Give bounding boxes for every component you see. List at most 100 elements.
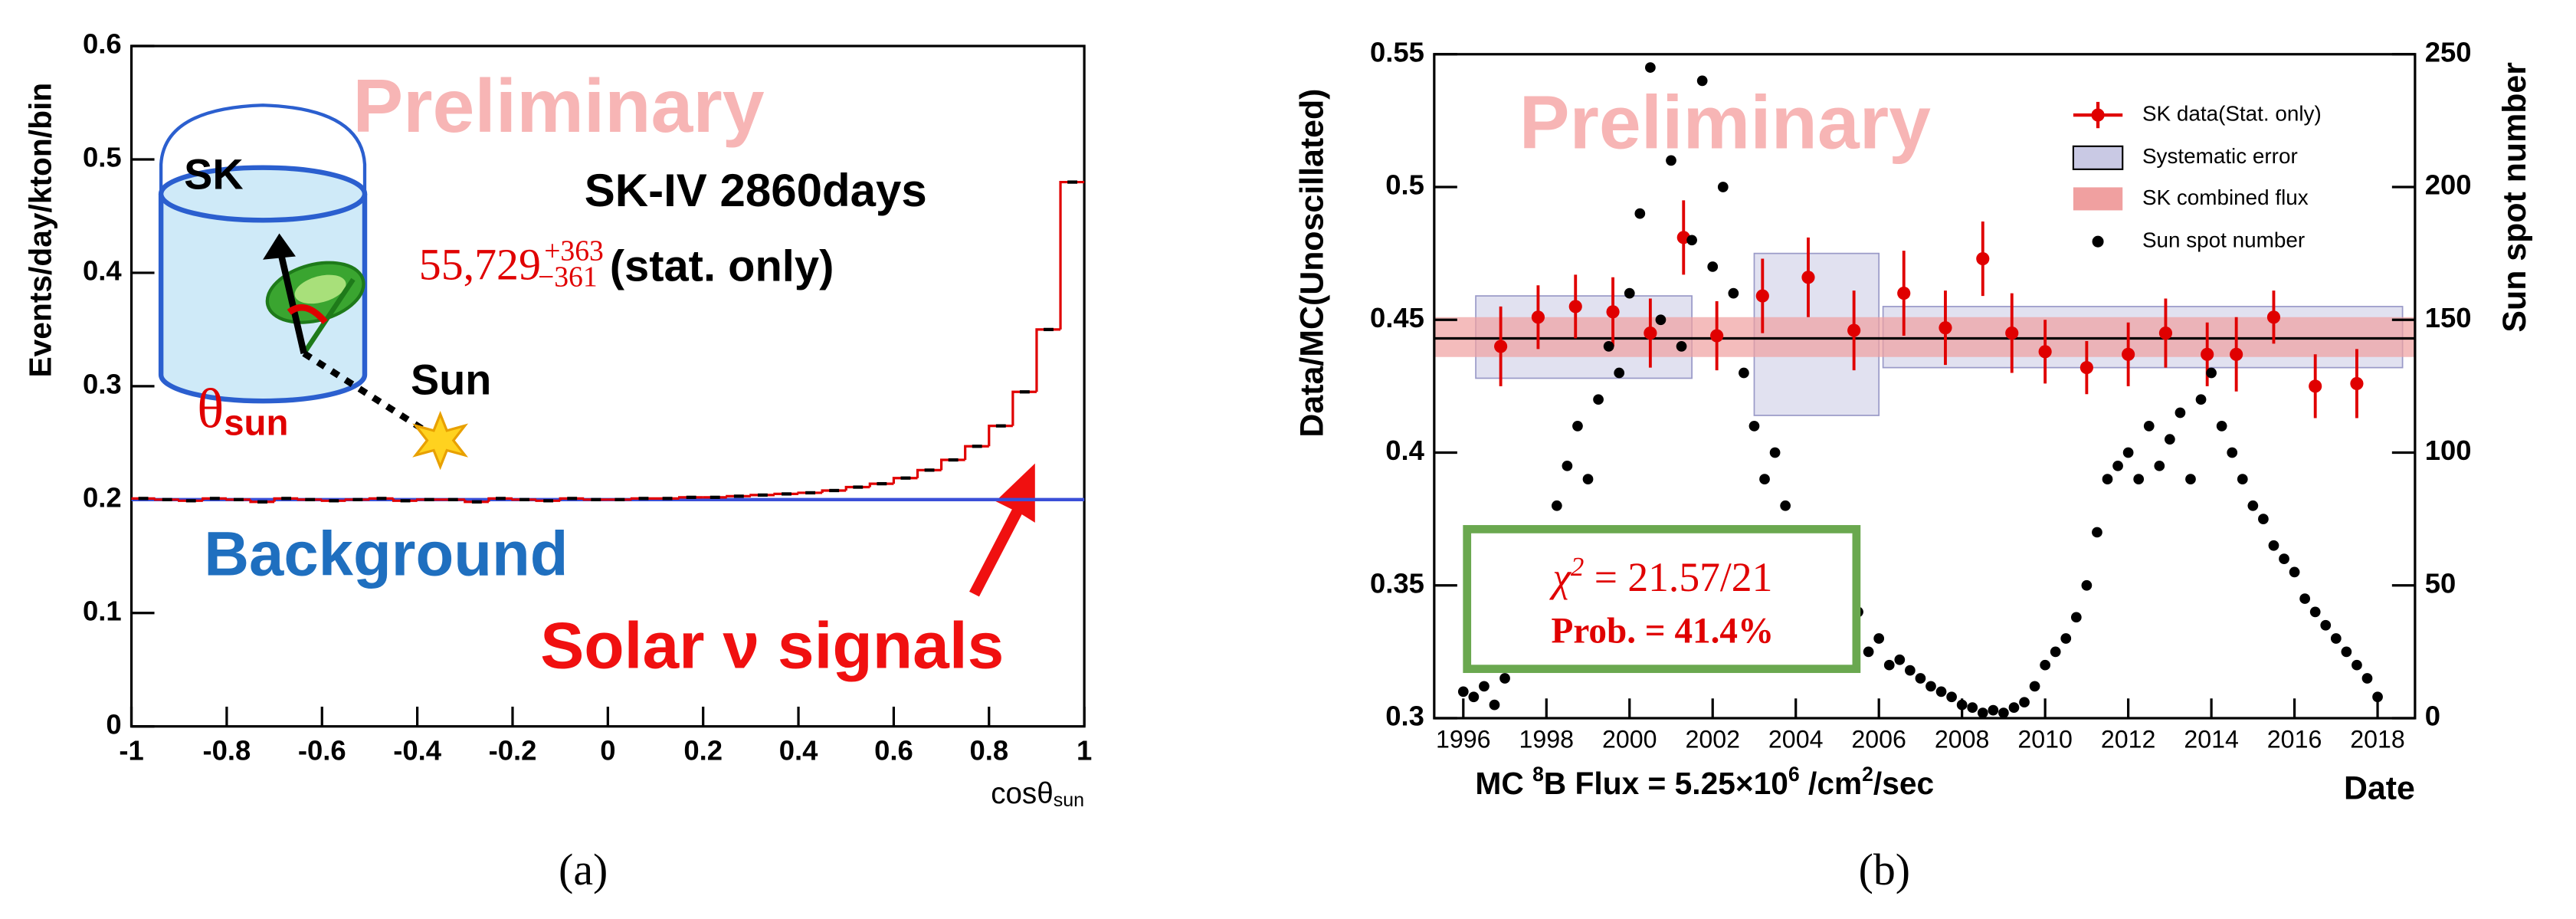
sun-label: Sun — [411, 356, 491, 403]
x-axis-label: cosθsun — [991, 777, 1084, 811]
sunspot-point — [2237, 474, 2248, 485]
cone-edge — [301, 277, 356, 355]
sunspot-point — [1582, 474, 1594, 485]
sunspot-point — [1759, 474, 1770, 485]
sunspot-point — [1551, 500, 1562, 511]
sunspot-point — [1655, 314, 1667, 326]
watermark: Preliminary — [352, 64, 764, 148]
sk-data-point — [1568, 300, 1582, 313]
x-tick-label: 0.8 — [969, 735, 1008, 766]
y2-tick-label: 0 — [2425, 701, 2440, 732]
flux-note-part: MC — [1475, 766, 1532, 801]
sk-data-point — [1847, 323, 1861, 337]
plot-frame — [1433, 53, 2417, 720]
sunspot-point — [1977, 707, 1988, 718]
x-tick-label: 0.2 — [683, 735, 723, 766]
y2-tick-label: 150 — [2425, 302, 2472, 333]
event-count-part: 55,729 — [419, 240, 541, 290]
sunspot-point — [1769, 447, 1781, 458]
angle-label-part: sun — [224, 402, 288, 443]
y-tick-label: 0.2 — [83, 481, 122, 513]
combined-flux-band — [1434, 317, 2415, 357]
flux-note-part: B Flux = 5.25×10 — [1544, 766, 1788, 801]
y-tick-label: 0.6 — [83, 28, 122, 60]
sunspot-point — [2040, 659, 2051, 671]
sunspot-point — [2258, 514, 2269, 524]
chi-square-part: = 21.57/21 — [1584, 554, 1772, 600]
sk-data-point — [2122, 347, 2135, 361]
x-tick-label: -0.4 — [393, 735, 442, 766]
y2-tick-label: 200 — [2425, 169, 2472, 201]
sunspot-point — [1967, 702, 1978, 713]
histogram-step — [1011, 390, 1037, 426]
event-count-part: +363 — [544, 235, 604, 267]
y-tick-label: 0.3 — [1385, 701, 1424, 732]
dataset-label: SK-IV 2860days — [585, 165, 927, 216]
sunspot-point — [1572, 420, 1583, 432]
x-tick-label: 0.4 — [779, 735, 818, 766]
sunspot-point — [2320, 619, 2332, 631]
sunspot-point — [1739, 367, 1749, 379]
legend-label: SK data(Stat. only) — [2142, 101, 2322, 125]
sunspot-point — [1883, 659, 1895, 671]
x-tick-label: -1 — [119, 735, 143, 766]
sunspot-point — [1863, 646, 1874, 658]
sunspot-point — [1593, 394, 1604, 405]
sunspot-point — [1780, 500, 1791, 511]
sunspot-point — [1562, 460, 1573, 471]
x-tick-label: 2008 — [1935, 726, 1990, 753]
sunspot-point — [1676, 341, 1687, 352]
sunspot-point — [2361, 673, 2373, 684]
sunspot-point — [2008, 702, 2020, 713]
sunspot-point — [1468, 691, 1480, 703]
sunspot-point — [2195, 394, 2207, 405]
sunspot-point — [2227, 447, 2238, 458]
sk-data-point — [1801, 271, 1815, 284]
sunspot-point — [2102, 474, 2113, 485]
x-tick-label: 1 — [1077, 735, 1092, 766]
sunspot-point — [1728, 287, 1739, 299]
fit-box — [1463, 525, 1861, 674]
y-tick-label: 0.4 — [83, 255, 122, 287]
sk-data-point — [1976, 251, 1990, 266]
x-tick-label: 0 — [600, 735, 615, 766]
sunspot-point — [1645, 62, 1656, 73]
sunspot-point — [2372, 691, 2383, 703]
signal-label: Solar ν signals — [540, 609, 1004, 683]
sunspot-point — [1696, 75, 1708, 87]
x-tick-label: 2004 — [1768, 726, 1824, 753]
sk-data-point — [1531, 310, 1545, 324]
legend-label: SK combined flux — [2142, 185, 2309, 209]
y-tick-label: 0.55 — [1370, 36, 1424, 67]
y-tick-label: 0.4 — [1385, 435, 1424, 466]
sunspot-point — [2070, 612, 2082, 623]
sunspot-point — [1603, 341, 1614, 352]
sunspot-point — [2112, 460, 2123, 471]
sunspot-point — [1457, 686, 1469, 697]
sunspot-point — [2029, 681, 2040, 692]
sunspot-point — [2247, 500, 2259, 511]
sunspot-point — [2185, 474, 2196, 485]
sunspot-point — [2092, 527, 2102, 538]
y2-axis-label: Sun spot number — [2496, 62, 2533, 333]
y-tick-label: 0.1 — [83, 595, 122, 626]
sunspot-point — [2330, 633, 2342, 644]
panel-label: (a) — [559, 845, 608, 894]
sunspot-point — [1717, 182, 1729, 192]
y-axis-label: Events/day/kton/bin — [23, 83, 58, 378]
histogram-step — [988, 425, 1013, 447]
sunspot-point — [1998, 707, 2009, 718]
sunspot-point — [2268, 540, 2279, 551]
event-count-part: (stat. only) — [598, 242, 834, 291]
histogram-step — [964, 445, 989, 461]
sunspot-point — [1988, 704, 1999, 716]
sunspot-point — [1935, 686, 1947, 697]
sunspot-point — [1634, 208, 1646, 219]
sunspot-point — [1925, 681, 1936, 692]
event-count: 55,729 +363 −361 (stat. only) — [419, 235, 834, 293]
legend-swatch — [2092, 235, 2104, 248]
y2-tick-label: 50 — [2425, 567, 2456, 599]
sk-data-point — [2158, 326, 2173, 340]
sunspot-point — [2154, 460, 2165, 471]
